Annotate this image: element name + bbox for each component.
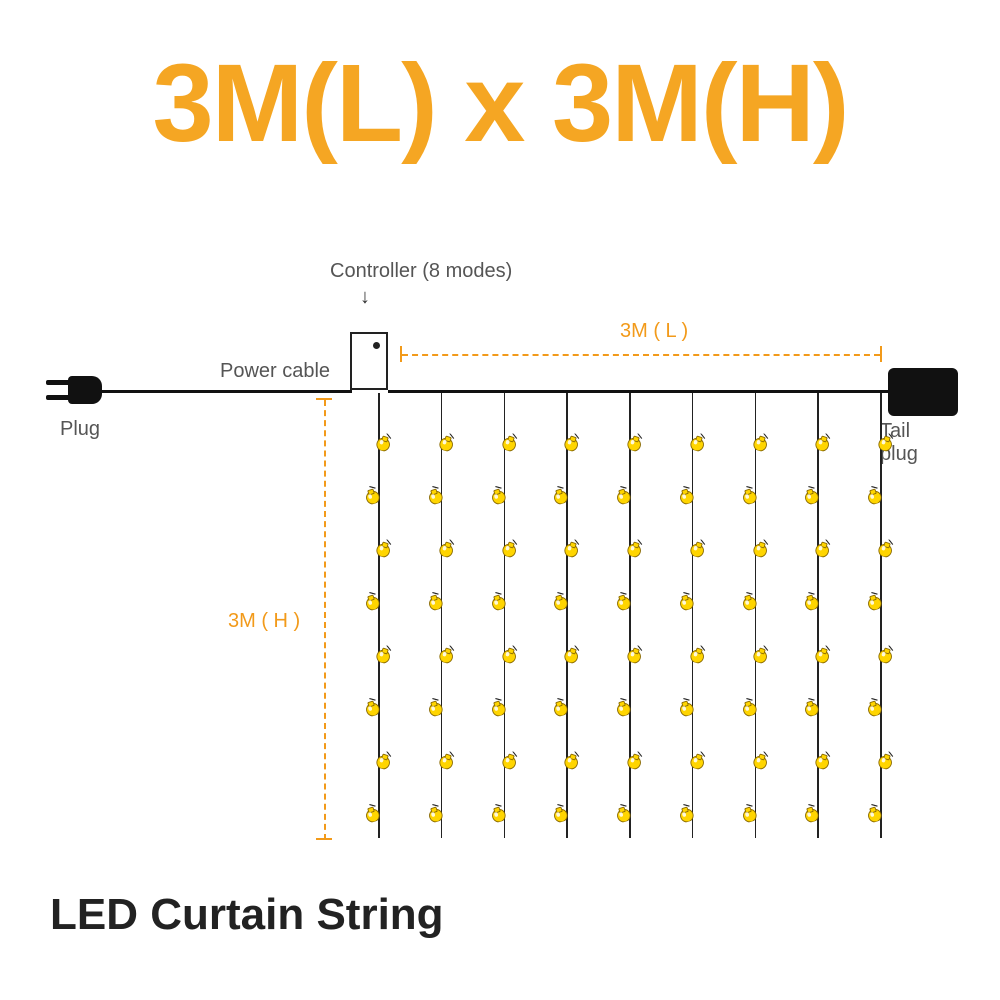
led-bulb-icon (812, 537, 835, 560)
led-bulb-icon (624, 537, 647, 560)
led-bulb-icon (624, 749, 647, 772)
led-bulb-icon (686, 749, 709, 772)
light-string (755, 393, 757, 838)
led-bulb-icon (674, 802, 697, 825)
led-bulb-icon (749, 643, 772, 666)
led-bulb-icon (498, 749, 521, 772)
led-bulb-icon (875, 431, 898, 454)
led-bulb-icon (423, 802, 446, 825)
main-title: 3M(L) x 3M(H) (0, 40, 1000, 167)
led-bulb-icon (549, 590, 572, 613)
light-string (692, 393, 694, 838)
led-bulb-icon (737, 696, 760, 719)
led-bulb-icon (812, 643, 835, 666)
led-bulb-icon (549, 696, 572, 719)
led-bulb-icon (624, 643, 647, 666)
led-bulb-icon (561, 643, 584, 666)
led-bulb-icon (737, 484, 760, 507)
light-string (378, 393, 380, 838)
led-bulb-icon (800, 590, 823, 613)
led-bulb-icon (373, 749, 396, 772)
led-bulb-icon (800, 696, 823, 719)
led-bulb-icon (674, 696, 697, 719)
light-string (817, 393, 819, 838)
led-bulb-icon (686, 431, 709, 454)
led-bulb-icon (361, 696, 384, 719)
led-bulb-icon (612, 590, 635, 613)
led-bulb-icon (863, 696, 886, 719)
light-string (629, 393, 631, 838)
led-bulb-icon (561, 749, 584, 772)
light-string (880, 393, 882, 838)
led-bulb-icon (435, 431, 458, 454)
led-bulb-icon (612, 802, 635, 825)
led-bulb-icon (373, 431, 396, 454)
led-bulb-icon (373, 537, 396, 560)
light-string (566, 393, 568, 838)
led-bulb-icon (486, 590, 509, 613)
product-diagram: Controller (8 modes) ↓ 3M ( L ) Power ca… (50, 260, 950, 860)
led-bulb-icon (435, 749, 458, 772)
led-bulb-icon (423, 696, 446, 719)
led-bulb-icon (624, 431, 647, 454)
led-bulb-icon (435, 643, 458, 666)
led-bulb-icon (875, 749, 898, 772)
led-bulb-icon (749, 537, 772, 560)
led-bulb-icon (800, 484, 823, 507)
led-bulb-icon (561, 537, 584, 560)
led-bulb-icon (812, 749, 835, 772)
product-name: LED Curtain String (50, 890, 444, 940)
light-strings (50, 260, 950, 860)
led-bulb-icon (549, 802, 572, 825)
led-bulb-icon (686, 537, 709, 560)
led-bulb-icon (612, 696, 635, 719)
light-string (504, 393, 506, 838)
led-bulb-icon (674, 590, 697, 613)
light-string (441, 393, 443, 838)
led-bulb-icon (800, 802, 823, 825)
led-bulb-icon (863, 484, 886, 507)
led-bulb-icon (435, 537, 458, 560)
led-bulb-icon (863, 802, 886, 825)
led-bulb-icon (373, 643, 396, 666)
led-bulb-icon (423, 590, 446, 613)
led-bulb-icon (486, 484, 509, 507)
led-bulb-icon (749, 749, 772, 772)
led-bulb-icon (486, 802, 509, 825)
led-bulb-icon (361, 484, 384, 507)
led-bulb-icon (361, 590, 384, 613)
led-bulb-icon (875, 643, 898, 666)
led-bulb-icon (875, 537, 898, 560)
led-bulb-icon (498, 643, 521, 666)
led-bulb-icon (549, 484, 572, 507)
led-bulb-icon (498, 431, 521, 454)
led-bulb-icon (863, 590, 886, 613)
led-bulb-icon (737, 590, 760, 613)
led-bulb-icon (749, 431, 772, 454)
led-bulb-icon (486, 696, 509, 719)
led-bulb-icon (812, 431, 835, 454)
led-bulb-icon (737, 802, 760, 825)
led-bulb-icon (423, 484, 446, 507)
led-bulb-icon (361, 802, 384, 825)
led-bulb-icon (498, 537, 521, 560)
led-bulb-icon (674, 484, 697, 507)
led-bulb-icon (612, 484, 635, 507)
led-bulb-icon (561, 431, 584, 454)
led-bulb-icon (686, 643, 709, 666)
